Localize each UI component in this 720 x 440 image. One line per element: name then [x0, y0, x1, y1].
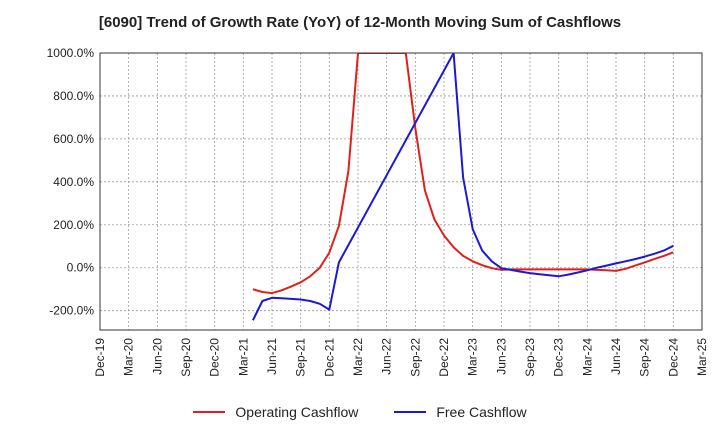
legend-item-free-cashflow: Free Cashflow [394, 404, 527, 420]
x-tick-label: Sep-20 [179, 338, 193, 377]
y-tick-label: 0.0% [67, 261, 95, 275]
y-tick-label: 1000.0% [47, 46, 95, 60]
legend-label-free-cashflow: Free Cashflow [436, 404, 527, 420]
x-tick-label: Mar-22 [351, 338, 365, 376]
x-tick-label: Mar-21 [236, 338, 250, 376]
x-tick-label: Sep-22 [408, 338, 422, 377]
chart-title: [6090] Trend of Growth Rate (YoY) of 12-… [98, 14, 622, 31]
x-tick-label: Dec-23 [552, 338, 566, 377]
y-tick-label: 600.0% [53, 132, 94, 146]
x-tick-label: Jun-20 [150, 338, 164, 375]
plot-border [99, 52, 703, 331]
x-tick-label: Dec-19 [93, 338, 107, 377]
legend-label-operating-cashflow: Operating Cashflow [235, 404, 359, 420]
x-tick-label: Dec-22 [437, 338, 451, 377]
x-tick-label: Mar-23 [466, 338, 480, 376]
x-tick-label: Sep-23 [523, 338, 537, 377]
x-tick-label: Mar-24 [580, 338, 594, 376]
x-tick-label: Jun-23 [494, 338, 508, 375]
y-tick-label: -200.0% [49, 304, 94, 318]
x-tick-label: Sep-21 [294, 338, 308, 377]
series-line-operating-cashflow [252, 53, 674, 295]
x-tick-label: Jun-24 [609, 338, 623, 375]
y-tick-label: 400.0% [53, 175, 94, 189]
y-tick-label: 200.0% [53, 218, 94, 232]
x-tick-label: Dec-24 [666, 338, 680, 377]
plot-area [100, 53, 702, 330]
x-tick-label: Jun-21 [265, 338, 279, 375]
x-tick-label: Mar-20 [122, 338, 136, 376]
legend: Operating Cashflow Free Cashflow [0, 404, 720, 420]
x-tick-label: Dec-20 [208, 338, 222, 377]
x-tick-label: Dec-21 [322, 338, 336, 377]
x-tick-label: Jun-22 [380, 338, 394, 375]
legend-swatch-operating-cashflow [193, 411, 226, 413]
x-tick-label: Sep-24 [638, 338, 652, 377]
series-line-free-cashflow [252, 53, 674, 321]
x-tick-label: Mar-25 [695, 338, 709, 376]
legend-item-operating-cashflow: Operating Cashflow [193, 404, 358, 420]
legend-swatch-free-cashflow [394, 411, 427, 413]
y-tick-label: 800.0% [53, 89, 94, 103]
